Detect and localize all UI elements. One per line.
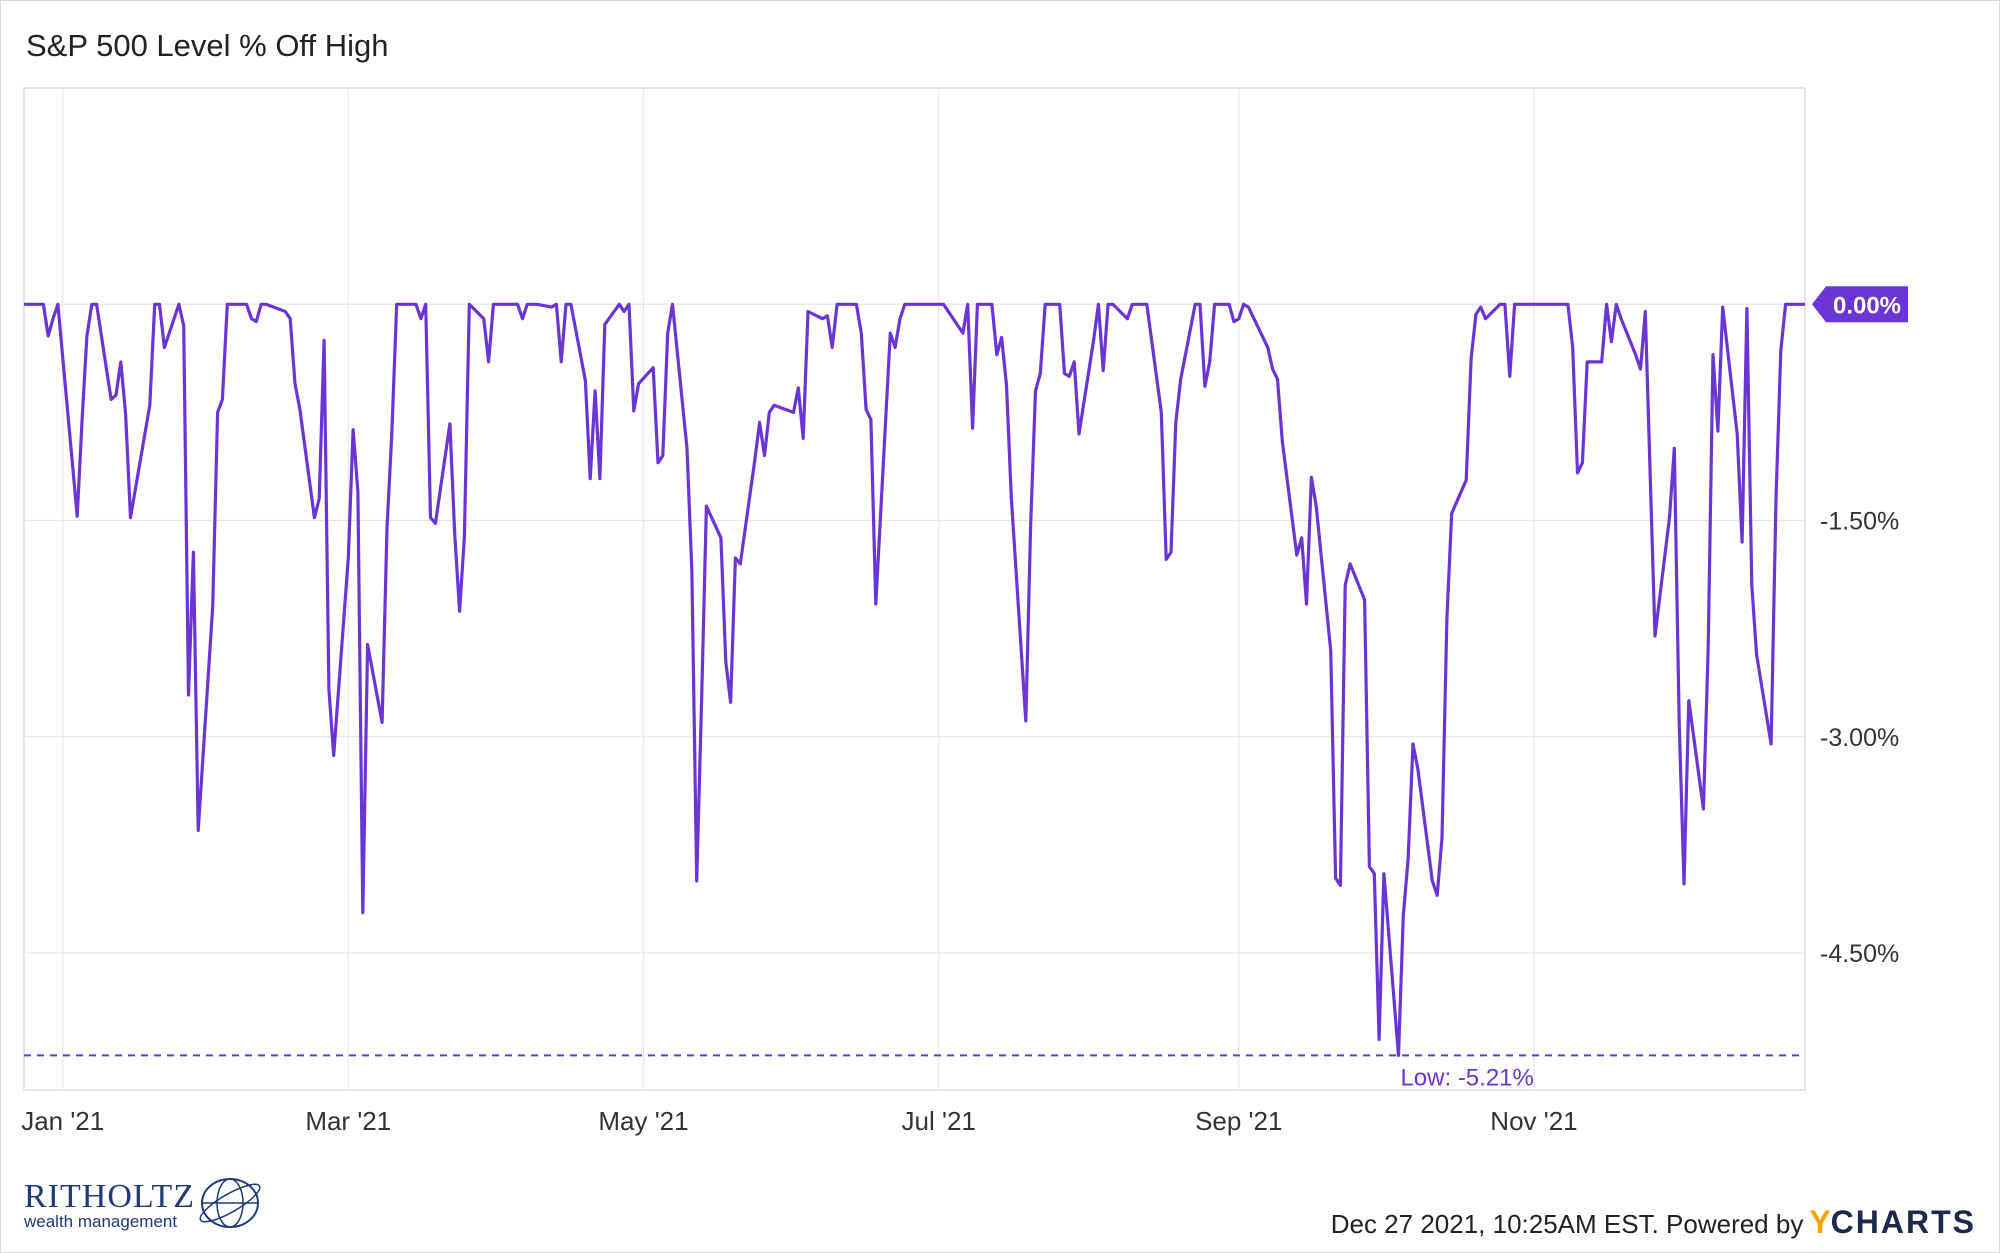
plot-border [23,87,1806,1091]
y-axis: -1.50% -3.00% -4.50% [1820,508,1899,969]
series-line [24,302,1805,1057]
footer-timestamp: Dec 27 2021, 10:25AM EST. Powered by [1330,1209,1804,1239]
x-tick-label: Jul '21 [902,1106,976,1136]
x-tick-label: Sep '21 [1195,1106,1282,1136]
last-value-badge: 0.00% [1812,286,1908,323]
ritholtz-logo: RITHOLTZ wealth management [24,1178,261,1232]
last-value-badge-shape [1812,286,1908,323]
chart-title: S&P 500 Level % Off High [26,28,389,63]
ycharts-logo-y[interactable]: Y [1809,1204,1831,1240]
y-tick-label: -1.50% [1820,508,1899,536]
low-label: Low: -5.21% [1400,1064,1533,1091]
y-tick-label: -4.50% [1820,940,1899,968]
y-tick-label: -3.00% [1820,724,1899,752]
logo-subtitle: wealth management [24,1212,178,1231]
x-tick-label: Jan '21 [21,1106,104,1136]
last-value-label: 0.00% [1833,292,1901,319]
x-tick-label: Mar '21 [305,1106,391,1136]
x-tick-label: May '21 [598,1106,688,1136]
x-axis: Jan '21 Mar '21 May '21 Jul '21 Sep '21 Nov '… [21,1106,1577,1136]
footer: Dec 27 2021, 10:25AM EST. Powered by YCHA… [1331,1204,1976,1241]
globe-icon [199,1178,261,1228]
ycharts-logo-text[interactable]: CHARTS [1830,1204,1976,1240]
x-tick-label: Nov '21 [1490,1106,1577,1136]
logo-name: RITHOLTZ [24,1178,196,1215]
grid-layer [23,87,1806,1091]
